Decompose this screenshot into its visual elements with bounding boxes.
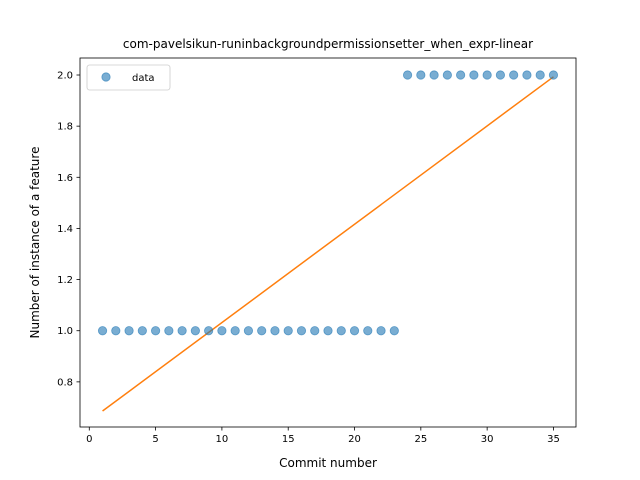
data-point	[190, 326, 200, 336]
axes-frame	[79, 57, 577, 428]
data-point	[548, 70, 559, 80]
data-point	[509, 70, 519, 80]
data-point	[217, 326, 227, 336]
data-point	[442, 70, 452, 80]
x-tick-label: 5	[152, 434, 158, 445]
legend-box	[86, 64, 171, 91]
data-point	[97, 326, 108, 336]
data-point	[177, 326, 187, 336]
data-point	[204, 326, 214, 336]
fit-line	[102, 76, 554, 412]
data-point	[522, 70, 532, 80]
y-tick-label: 2.0	[57, 71, 73, 82]
y-tick-label: 1.0	[57, 326, 73, 337]
data-point	[270, 326, 280, 336]
x-tick-label: 10	[216, 434, 229, 445]
data-point	[336, 326, 346, 336]
x-tick-label: 20	[348, 434, 361, 445]
data-point	[111, 326, 121, 336]
y-axis-title: Number of instance of a feature	[28, 147, 42, 339]
x-tick-label: 15	[282, 434, 295, 445]
y-tick-label: 1.8	[57, 122, 73, 133]
data-point	[296, 326, 307, 336]
plot-layer	[97, 70, 559, 412]
data-point	[482, 70, 492, 80]
data-point	[363, 326, 373, 336]
data-point	[283, 326, 293, 336]
data-point	[323, 326, 333, 336]
data-point	[310, 326, 320, 336]
data-point	[243, 326, 254, 336]
data-point	[429, 70, 439, 80]
data-point	[376, 326, 386, 336]
legend: data	[86, 64, 171, 91]
data-point	[124, 326, 134, 336]
data-point	[416, 70, 426, 80]
x-tick-label: 25	[414, 434, 427, 445]
legend-label: data	[132, 73, 155, 84]
y-tick-label: 0.8	[57, 377, 73, 388]
data-point	[389, 326, 399, 336]
x-tick-label: 0	[86, 434, 92, 445]
data-point	[495, 70, 506, 80]
data-point	[164, 326, 174, 336]
data-point	[402, 70, 413, 80]
data-point	[535, 70, 545, 80]
x-axis-title: Commit number	[279, 456, 377, 470]
legend-marker	[101, 72, 111, 82]
data-point	[456, 70, 466, 80]
ticks-layer: 0 5 10 15 20 25 30 35 0.8 1.0 1.2 1.4 1.6 1.8 2.0	[57, 71, 560, 445]
x-tick-label: 30	[481, 434, 494, 445]
chart-title: com-pavelsikun-runinbackgroundpermission…	[123, 37, 533, 51]
y-tick-label: 1.6	[57, 173, 73, 184]
y-tick-label: 1.4	[57, 224, 73, 235]
data-point	[230, 326, 240, 336]
x-tick-label: 35	[547, 434, 560, 445]
data-point	[257, 326, 267, 336]
data-point	[137, 326, 147, 336]
data-point	[469, 70, 479, 80]
data-point	[349, 326, 360, 336]
y-tick-label: 1.2	[57, 275, 73, 286]
data-point	[150, 326, 161, 336]
